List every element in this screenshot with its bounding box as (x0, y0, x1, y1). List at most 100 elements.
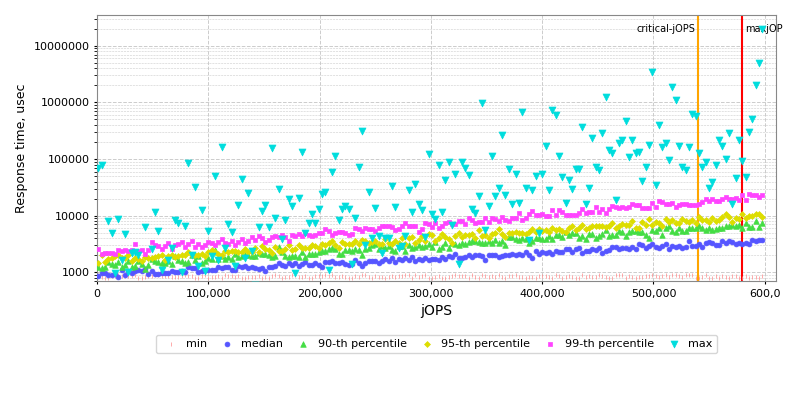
min (739, 272, 752, 279)
99-th percentile (653, 198, 666, 204)
min (676, 274, 689, 280)
99-th percentile (750, 192, 762, 198)
90-th percentile (466, 238, 478, 244)
Legend: min, median, 90-th percentile, 95-th percentile, 99-th percentile, max: min, median, 90-th percentile, 95-th per… (156, 334, 717, 354)
max (556, 174, 569, 180)
99-th percentile (282, 238, 295, 244)
median (329, 260, 342, 266)
95-th percentile (486, 231, 498, 237)
max (529, 173, 542, 179)
90-th percentile (289, 252, 302, 259)
90-th percentile (699, 226, 712, 233)
90-th percentile (342, 246, 355, 253)
max (329, 153, 342, 159)
99-th percentile (622, 203, 635, 210)
95-th percentile (379, 236, 392, 242)
95-th percentile (209, 249, 222, 255)
90-th percentile (656, 231, 669, 238)
median (439, 256, 452, 262)
90-th percentile (282, 253, 295, 260)
95-th percentile (232, 249, 245, 255)
min (582, 273, 595, 280)
max (536, 170, 549, 177)
max (656, 144, 669, 150)
95-th percentile (175, 251, 188, 258)
median (553, 248, 566, 255)
99-th percentile (546, 207, 558, 214)
min (569, 275, 582, 281)
95-th percentile (546, 225, 558, 232)
min (650, 272, 662, 279)
95-th percentile (195, 251, 208, 257)
99-th percentile (442, 219, 455, 225)
median (653, 245, 666, 252)
min (573, 274, 586, 281)
max (496, 132, 509, 139)
max (590, 164, 602, 170)
max (736, 158, 749, 164)
99-th percentile (118, 246, 131, 253)
max (396, 243, 409, 250)
max (509, 171, 522, 177)
95-th percentile (619, 222, 632, 228)
99-th percentile (566, 212, 578, 218)
95-th percentile (138, 254, 151, 260)
95-th percentile (192, 252, 205, 258)
min (162, 273, 174, 279)
90-th percentile (299, 253, 312, 260)
95-th percentile (739, 214, 752, 221)
min (722, 275, 735, 282)
median (469, 252, 482, 258)
max (670, 97, 682, 104)
max (215, 144, 228, 150)
99-th percentile (472, 218, 485, 225)
min (499, 275, 512, 281)
99-th percentile (352, 226, 365, 232)
max (402, 186, 415, 193)
90-th percentile (222, 254, 235, 261)
95-th percentile (526, 225, 538, 232)
90-th percentile (192, 252, 205, 259)
median (662, 246, 675, 252)
min (95, 274, 108, 280)
median (275, 262, 288, 268)
99-th percentile (249, 237, 262, 244)
median (509, 251, 522, 258)
median (322, 258, 335, 265)
95-th percentile (309, 243, 322, 249)
median (352, 260, 365, 266)
min (329, 274, 342, 280)
99-th percentile (756, 192, 769, 198)
min (449, 272, 462, 279)
max (713, 137, 726, 144)
max (573, 166, 586, 172)
min (396, 272, 409, 279)
95-th percentile (419, 238, 432, 244)
max (742, 129, 755, 135)
median (482, 252, 495, 258)
95-th percentile (519, 230, 532, 237)
99-th percentile (446, 221, 458, 227)
95-th percentile (299, 245, 312, 251)
95-th percentile (95, 252, 108, 258)
95-th percentile (489, 230, 502, 236)
max (212, 257, 225, 264)
max (499, 191, 512, 198)
90-th percentile (446, 240, 458, 246)
min (346, 274, 358, 281)
min (166, 274, 178, 280)
95-th percentile (286, 247, 298, 253)
90-th percentile (238, 252, 251, 258)
median (596, 250, 609, 257)
median (178, 269, 191, 275)
90-th percentile (419, 243, 432, 250)
max (135, 308, 148, 315)
95-th percentile (690, 220, 702, 227)
99-th percentile (392, 225, 405, 232)
95-th percentile (522, 229, 535, 235)
min (406, 275, 418, 281)
max (152, 228, 165, 234)
99-th percentile (172, 241, 185, 247)
max (429, 216, 442, 223)
min (255, 274, 268, 281)
